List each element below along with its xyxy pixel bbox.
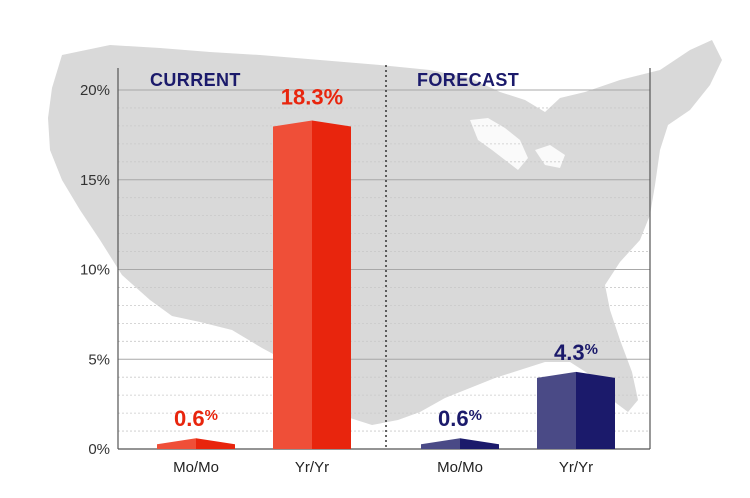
data-label: 0.6%: [438, 406, 482, 431]
bar-right-face: [196, 438, 235, 449]
data-label-value: 0.6: [438, 406, 469, 431]
us-map-shape: [48, 40, 722, 425]
bar-left-face: [537, 371, 576, 449]
y-tick-label: 5%: [88, 351, 110, 368]
x-tick-label: Mo/Mo: [173, 459, 219, 476]
bar: [537, 371, 615, 449]
data-label-suffix: %: [585, 341, 598, 358]
data-label-value: 4.3: [554, 340, 585, 365]
data-label: 0.6%: [174, 406, 218, 431]
section-title: FORECAST: [417, 70, 519, 90]
data-label-value: 18.3%: [281, 85, 343, 110]
x-tick-label: Yr/Yr: [295, 459, 329, 476]
data-label-suffix: %: [469, 407, 482, 424]
bar-left-face: [157, 438, 196, 449]
data-label-suffix: %: [205, 407, 218, 424]
bar-right-face: [460, 438, 499, 449]
great-lakes: [470, 118, 565, 170]
bar: [273, 120, 351, 449]
data-label: 4.3%: [554, 340, 598, 365]
labels: CURRENT FORECAST 0.6% Mo/Mo 18.3% Yr/Yr 0.6% Mo…: [150, 70, 598, 476]
bar-right-face: [312, 120, 351, 449]
bars: [157, 120, 615, 449]
grid-lines: [118, 89, 650, 432]
bar-left-face: [421, 438, 460, 449]
data-label: 18.3%: [281, 85, 343, 110]
bar: [421, 438, 499, 449]
bar: [157, 438, 235, 449]
data-label-value: 0.6: [174, 406, 205, 431]
section-title: CURRENT: [150, 70, 241, 90]
bar-right-face: [576, 371, 615, 449]
y-tick-label: 20%: [80, 82, 110, 99]
x-tick-label: Mo/Mo: [437, 459, 483, 476]
y-tick-label: 10%: [80, 262, 110, 279]
x-tick-label: Yr/Yr: [559, 459, 593, 476]
y-tick-label: 0%: [88, 441, 110, 458]
bar-left-face: [273, 120, 312, 449]
us-map-silhouette: [48, 40, 722, 425]
y-tick-label: 15%: [80, 172, 110, 189]
axes: 0% 5% 10% 15% 20%: [80, 65, 651, 458]
